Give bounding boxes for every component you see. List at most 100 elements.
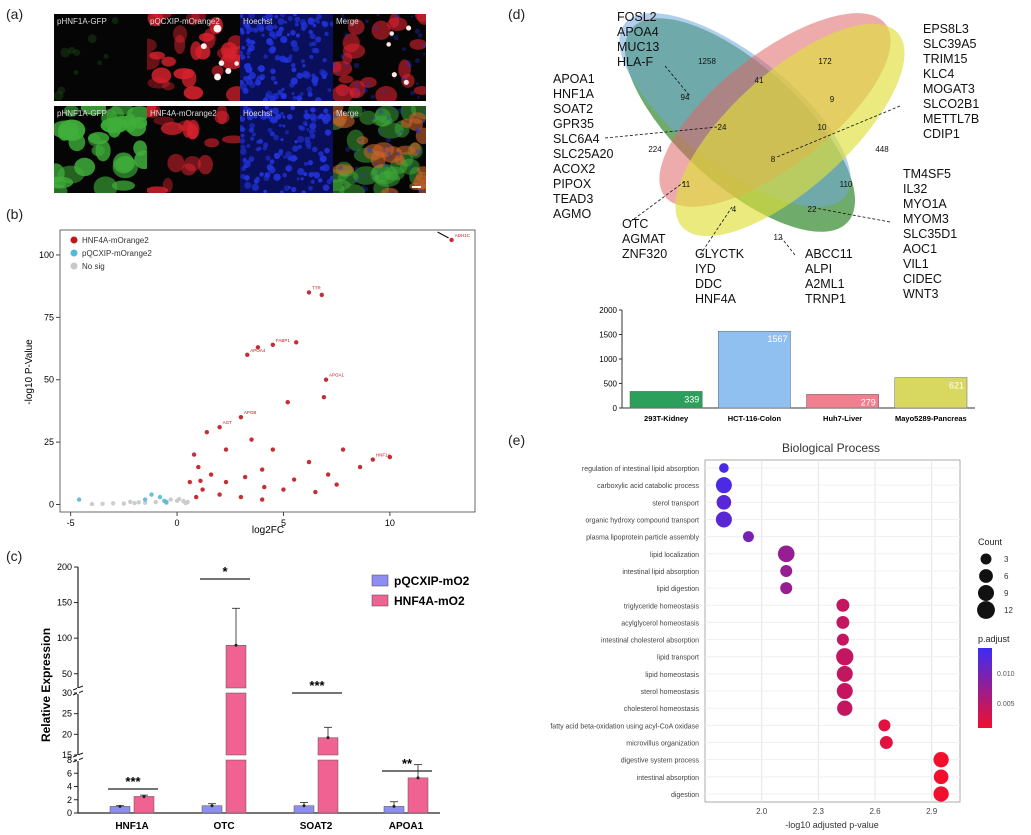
- c-category-label: APOA1: [389, 821, 424, 832]
- volcano-point: [357, 464, 363, 470]
- venn-ellipse-yellow: [675, 23, 905, 237]
- volcano-point: [191, 452, 197, 457]
- svg-text:8: 8: [771, 155, 776, 164]
- legend-dot-nosig: [70, 262, 78, 270]
- go-dot: [715, 477, 732, 494]
- c-ytick-label: 150: [57, 598, 72, 608]
- c-ytick-label: 50: [62, 669, 72, 679]
- c-ytick-label: 0: [67, 808, 72, 818]
- d-bar-value: 279: [861, 397, 876, 407]
- go-term-label: lipid localization: [650, 552, 699, 559]
- svg-text:12: 12: [774, 233, 783, 242]
- genes-group-6: GLYCTK IYD DDC HNF4A: [695, 247, 745, 306]
- svg-text:4: 4: [732, 205, 737, 214]
- c-ytick-label: 6: [67, 768, 72, 778]
- go-size-legend-label: 3: [1004, 555, 1009, 564]
- c-bar: [317, 759, 339, 814]
- venn-numbers: 1258 41 172 94 9 24 10 224 8 448 11 110 …: [648, 57, 889, 242]
- go-term-label: fatty acid beta-oxidation using acyl-CoA…: [550, 723, 699, 730]
- svg-text:24: 24: [718, 123, 727, 132]
- c-ytick-label: 100: [57, 633, 72, 643]
- volcano-point: [259, 497, 265, 502]
- panel-label-a: (a): [6, 6, 24, 22]
- volcano-point: [76, 497, 82, 502]
- volcano-point-label: HNF1A: [376, 453, 391, 458]
- go-dot: [716, 495, 732, 510]
- go-term-label: lipid transport: [657, 655, 699, 662]
- d-ytick-label: 2000: [599, 306, 617, 315]
- c-datapoint: [392, 804, 396, 808]
- go-count-legend: Count 3 6 9 12: [977, 537, 1013, 619]
- volcano-ytick-label: 75: [44, 312, 54, 322]
- go-dot: [836, 648, 854, 666]
- volcano-point: [449, 237, 454, 243]
- go-dot: [836, 665, 853, 682]
- micro-r1-hoechst: Hoechst: [240, 14, 333, 101]
- volcano-point: [128, 499, 133, 504]
- volcano-point: [176, 496, 182, 502]
- volcano-point: [142, 500, 148, 505]
- panel-label-b: (b): [6, 206, 24, 222]
- genes-group-2: APOA1 HNF1A SOAT2 GPR35 SLC6A4 SLC25A20 ACOX2 P…: [553, 72, 614, 221]
- go-term-label: acylglycerol homeostasis: [621, 620, 699, 627]
- volcano-point: [249, 437, 254, 442]
- volcano-point-label: APOB: [244, 410, 257, 415]
- volcano-point-labels: ADH1C TTR APOA4 FABP1 APOA1 APOB AGT HNF1A: [223, 231, 471, 458]
- go-xtick-label: 2.6: [869, 807, 881, 816]
- go-term-label: lipid digestion: [657, 586, 700, 593]
- c-ytick-label: 2: [67, 795, 72, 805]
- volcano-frame: [59, 229, 476, 513]
- volcano-points: [76, 237, 454, 507]
- d-bar-value: 1567: [767, 334, 787, 344]
- volcano-point: [217, 424, 222, 430]
- volcano-point: [183, 500, 188, 506]
- go-term-label: microvillus organization: [626, 741, 699, 748]
- genes-group-1: FOSL2 APOA4 MUC13 HLA-F: [617, 10, 660, 69]
- volcano-point: [142, 497, 148, 502]
- volcano-point: [111, 501, 116, 506]
- micro-r2-merge: Merge: [333, 106, 426, 193]
- volcano-legend: HNF4A-mOrange2 pQCXIP-mOrange2 No sig: [70, 236, 152, 271]
- svg-text:0.010: 0.010: [997, 671, 1015, 678]
- volcano-point: [136, 500, 141, 505]
- go-term-label: intestinal cholesterol absorption: [601, 638, 699, 645]
- d-category-label: Huh7-Liver: [823, 414, 862, 423]
- go-size-legend-dot: [980, 553, 992, 565]
- volcano-point: [198, 478, 203, 484]
- volcano-point: [319, 292, 324, 298]
- volcano-point-label: FABP1: [276, 338, 291, 343]
- volcano-ytick-label: 100: [39, 250, 54, 260]
- volcano-point-label: APOA1: [329, 373, 345, 378]
- volcano-point: [270, 342, 276, 347]
- c-datapoint: [234, 643, 238, 647]
- volcano-ytick-label: 0: [49, 500, 54, 510]
- legend-hnf4a: HNF4A-mOrange2: [82, 236, 149, 245]
- go-xtick-label: 2.9: [926, 807, 938, 816]
- go-term-label: lipid homeostasis: [645, 672, 699, 679]
- c-ytick-label: 8: [67, 755, 72, 765]
- volcano-point-label: TTR: [312, 285, 321, 290]
- go-dot: [777, 545, 795, 563]
- volcano-point: [321, 395, 327, 400]
- c-legend: pQCXIP-mO2 HNF4A-mO2: [371, 574, 470, 608]
- volcano-ytick-label: 50: [44, 375, 54, 385]
- volcano-point: [132, 500, 137, 506]
- c-datapoint: [142, 794, 146, 798]
- d-ytick-label: 0: [613, 404, 618, 413]
- svg-text:110: 110: [840, 180, 853, 189]
- volcano-point: [325, 472, 331, 477]
- volcano-point: [306, 459, 312, 465]
- c-sig-stars: *: [222, 564, 228, 579]
- panel-label-d: (d): [508, 6, 526, 22]
- c-legend-pqcxip: pQCXIP-mO2: [394, 574, 470, 588]
- volcano-point: [100, 501, 105, 506]
- go-xticks: 2.0 2.3 2.6 2.9: [756, 807, 938, 816]
- go-term-label: intestinal absorption: [637, 775, 699, 782]
- d-bar-value: 339: [684, 394, 699, 404]
- micro-r1-orange: pQCXIP-mOrange2: [147, 14, 240, 101]
- c-datapoint: [416, 776, 420, 780]
- volcano-xtick-label: 5: [281, 518, 286, 528]
- venn-diagram: 1258 41 172 94 9 24 10 224 8 448 11 110 …: [604, 13, 905, 256]
- volcano-point: [223, 447, 229, 452]
- go-term-label: carboxylic acid catabolic process: [597, 483, 699, 490]
